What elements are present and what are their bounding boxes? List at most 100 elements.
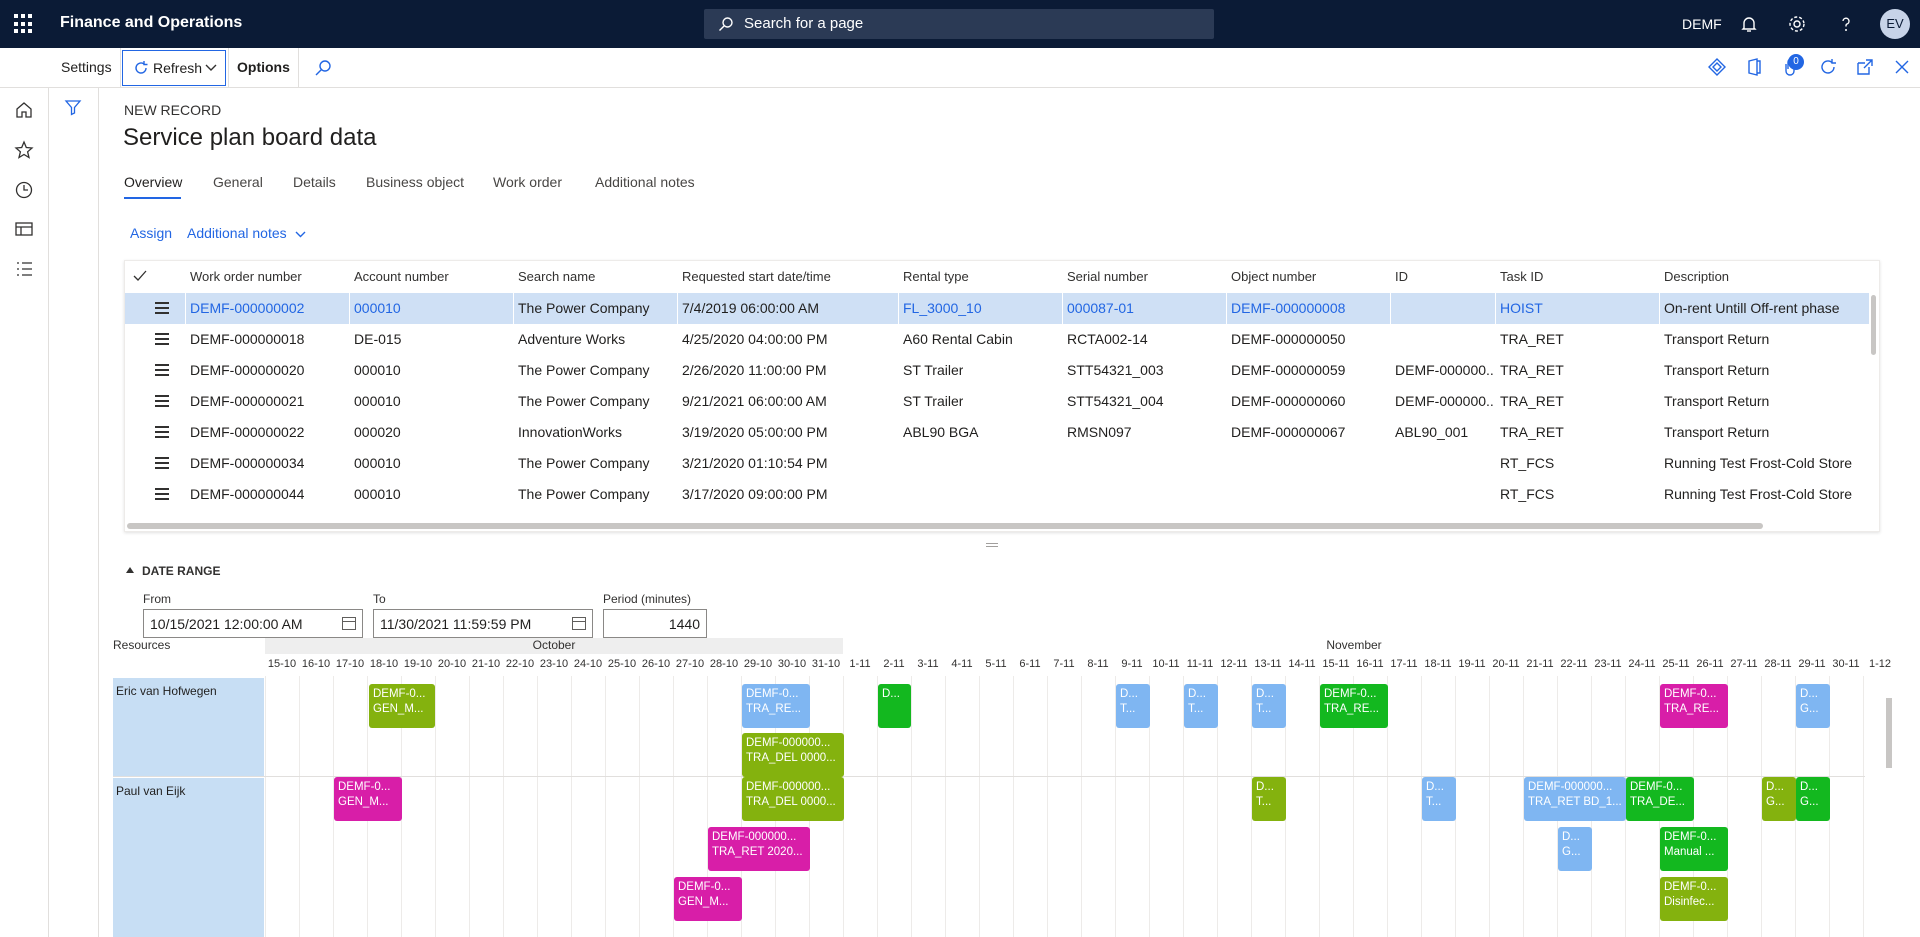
date-range-section-toggle[interactable]: DATE RANGE: [125, 564, 220, 578]
workspaces-icon[interactable]: [13, 218, 35, 240]
row-select-handle-icon[interactable]: [155, 457, 169, 469]
column-header[interactable]: Search name: [518, 269, 596, 284]
work-order-task-bar[interactable]: DEMF-0... TRA_RE...: [742, 684, 810, 728]
column-header[interactable]: Work order number: [190, 269, 302, 284]
company-picker[interactable]: DEMF: [1682, 16, 1722, 32]
work-order-task-bar[interactable]: DEMF-000000... TRA_DEL 0000...: [742, 733, 844, 777]
grid-vertical-scrollbar[interactable]: [1871, 295, 1876, 355]
refresh-button[interactable]: Refresh: [122, 50, 226, 86]
office-icon[interactable]: [1744, 57, 1764, 77]
column-header[interactable]: ID: [1395, 269, 1408, 284]
from-date-input[interactable]: 10/15/2021 12:00:00 AM: [143, 609, 363, 638]
refresh-page-icon[interactable]: [1818, 57, 1838, 77]
resource-row-label[interactable]: Eric van Hofwegen: [113, 678, 264, 776]
table-row[interactable]: DEMF-000000020 000010 The Power Company 2/2…: [125, 355, 1869, 386]
table-cell: 000020: [354, 424, 401, 440]
work-order-task-bar[interactable]: D...: [878, 684, 911, 728]
table-row[interactable]: DEMF-000000018 DE-015 Adventure Works 4/25/…: [125, 324, 1869, 355]
calendar-icon[interactable]: [342, 617, 356, 630]
column-header[interactable]: Account number: [354, 269, 449, 284]
column-header[interactable]: Serial number: [1067, 269, 1148, 284]
table-cell[interactable]: 000087-01: [1067, 300, 1134, 316]
home-icon[interactable]: [13, 99, 35, 121]
tab-general[interactable]: General: [213, 174, 263, 190]
avatar[interactable]: EV: [1880, 9, 1910, 39]
period-minutes-input[interactable]: 1440: [603, 609, 707, 638]
close-icon[interactable]: [1892, 57, 1912, 77]
table-row[interactable]: DEMF-000000022 000020 InnovationWorks 3/19/…: [125, 417, 1869, 448]
column-header[interactable]: Object number: [1231, 269, 1317, 284]
filter-icon[interactable]: [64, 98, 82, 116]
table-cell[interactable]: DEMF-000000002: [190, 300, 305, 316]
day-column-header: 21-11: [1526, 658, 1554, 670]
help-icon[interactable]: [1835, 13, 1857, 35]
tab-business-object[interactable]: Business object: [366, 174, 465, 190]
work-order-task-bar[interactable]: D... T...: [1252, 684, 1286, 728]
work-order-task-bar[interactable]: DEMF-000000... TRA_RET BD_1...: [1524, 777, 1626, 821]
resource-row-label[interactable]: Paul van Eijk: [113, 778, 264, 937]
work-order-task-bar[interactable]: D... T...: [1116, 684, 1150, 728]
table-row[interactable]: DEMF-000000002 000010 The Power Company 7/4…: [125, 293, 1869, 324]
table-cell[interactable]: 000010: [354, 300, 401, 316]
work-order-task-bar[interactable]: D... G...: [1558, 827, 1592, 871]
row-select-handle-icon[interactable]: [155, 395, 169, 407]
select-all-checkmark-icon[interactable]: [133, 270, 147, 282]
search-icon[interactable]: [314, 59, 332, 77]
search-bar[interactable]: Search for a page: [704, 9, 1214, 39]
work-order-task-bar[interactable]: D... T...: [1422, 777, 1456, 821]
work-order-task-bar[interactable]: DEMF-000000... TRA_RET 2020...: [708, 827, 810, 871]
row-select-handle-icon[interactable]: [155, 302, 169, 314]
table-cell[interactable]: HOIST: [1500, 300, 1543, 316]
open-new-window-icon[interactable]: [1855, 57, 1875, 77]
table-cell[interactable]: DEMF-000000008: [1231, 300, 1346, 316]
row-select-handle-icon[interactable]: [155, 488, 169, 500]
power-apps-icon[interactable]: [1707, 57, 1727, 77]
bell-icon[interactable]: [1738, 13, 1760, 35]
pane-splitter[interactable]: [986, 543, 998, 547]
work-order-task-bar[interactable]: DEMF-0... TRA_RE...: [1660, 684, 1728, 728]
work-order-task-bar[interactable]: DEMF-0... TRA_DE...: [1626, 777, 1694, 821]
grid-horizontal-scrollbar[interactable]: [127, 523, 1763, 529]
gear-icon[interactable]: [1786, 13, 1808, 35]
row-select-handle-icon[interactable]: [155, 333, 169, 345]
column-header[interactable]: Rental type: [903, 269, 969, 284]
work-order-task-bar[interactable]: D... T...: [1184, 684, 1218, 728]
work-order-task-bar[interactable]: DEMF-0... TRA_RE...: [1320, 684, 1388, 728]
tab-overview[interactable]: Overview: [124, 174, 183, 190]
work-order-task-bar[interactable]: DEMF-0... GEN_M...: [674, 877, 742, 921]
modules-list-icon[interactable]: [13, 258, 35, 280]
work-order-task-bar[interactable]: D... G...: [1796, 684, 1830, 728]
work-order-task-bar[interactable]: D... G...: [1762, 777, 1796, 821]
work-order-task-bar[interactable]: D... G...: [1796, 777, 1830, 821]
settings-button[interactable]: Settings: [61, 59, 112, 75]
work-order-task-bar[interactable]: DEMF-0... GEN_M...: [334, 777, 402, 821]
work-order-task-bar[interactable]: DEMF-000000... TRA_DEL 0000...: [742, 777, 844, 821]
table-row[interactable]: DEMF-000000044 000010 The Power Company 3/1…: [125, 479, 1869, 510]
work-order-task-bar[interactable]: D... T...: [1252, 777, 1286, 821]
tab-work-order[interactable]: Work order: [493, 174, 562, 190]
table-cell[interactable]: FL_3000_10: [903, 300, 982, 316]
task-bar-line-2: TRA_DEL 0000...: [746, 796, 836, 808]
tab-additional-notes[interactable]: Additional notes: [595, 174, 695, 190]
to-date-input[interactable]: 11/30/2021 11:59:59 PM: [373, 609, 593, 638]
board-vertical-scrollbar[interactable]: [1884, 680, 1894, 937]
work-order-task-bar[interactable]: DEMF-0... GEN_M...: [369, 684, 435, 728]
row-select-handle-icon[interactable]: [155, 426, 169, 438]
work-order-task-bar[interactable]: DEMF-0... Disinfec...: [1660, 877, 1728, 921]
recent-clock-icon[interactable]: [13, 179, 35, 201]
star-icon[interactable]: [13, 139, 35, 161]
table-row[interactable]: DEMF-000000034 000010 The Power Company 3/2…: [125, 448, 1869, 479]
calendar-icon[interactable]: [572, 617, 586, 630]
table-row[interactable]: DEMF-000000021 000010 The Power Company 9/2…: [125, 386, 1869, 417]
options-button[interactable]: Options: [237, 59, 290, 75]
row-select-handle-icon[interactable]: [155, 364, 169, 376]
work-order-task-bar[interactable]: DEMF-0... Manual ...: [1660, 827, 1728, 871]
tab-details[interactable]: Details: [293, 174, 336, 190]
assign-button[interactable]: Assign: [130, 225, 173, 241]
additional-notes-menu-button[interactable]: Additional notes: [187, 225, 306, 241]
scroll-thumb[interactable]: [1886, 698, 1892, 768]
column-header[interactable]: Description: [1664, 269, 1730, 284]
column-header[interactable]: Task ID: [1500, 269, 1544, 284]
app-launcher-icon[interactable]: [14, 14, 34, 34]
column-header[interactable]: Requested start date/time: [682, 269, 831, 284]
